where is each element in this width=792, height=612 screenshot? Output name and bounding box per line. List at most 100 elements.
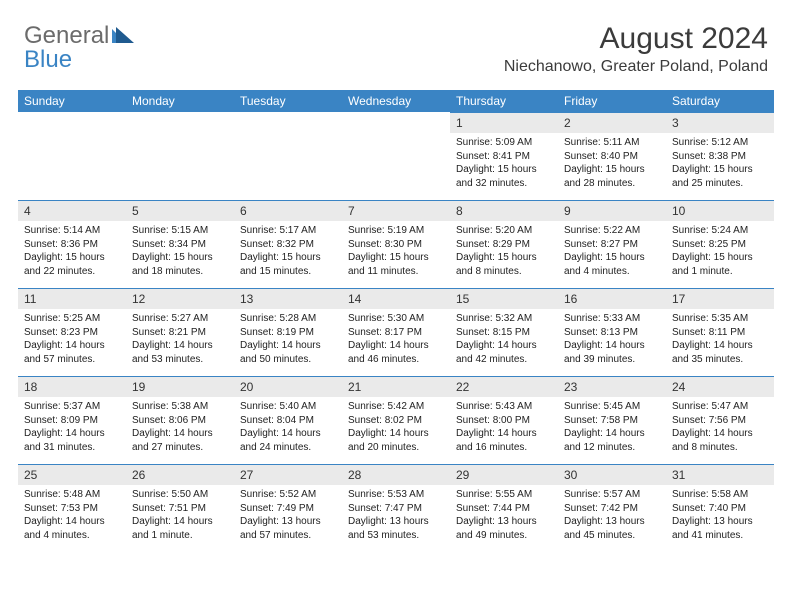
sunrise-text: Sunrise: 5:37 AM [24,400,120,414]
sunset-text: Sunset: 8:00 PM [456,414,552,428]
calendar-day-cell [234,112,342,200]
daylight-text: Daylight: 13 hours and 41 minutes. [672,515,768,542]
daylight-text: Daylight: 13 hours and 49 minutes. [456,515,552,542]
location-subtitle: Niechanowo, Greater Poland, Poland [504,58,768,76]
day-number: 21 [342,376,450,397]
sunset-text: Sunset: 8:17 PM [348,326,444,340]
day-number: 31 [666,464,774,485]
sunrise-text: Sunrise: 5:43 AM [456,400,552,414]
calendar-day-cell: 9Sunrise: 5:22 AMSunset: 8:27 PMDaylight… [558,200,666,288]
day-number: 4 [18,200,126,221]
day-details: Sunrise: 5:40 AMSunset: 8:04 PMDaylight:… [234,397,342,458]
sunset-text: Sunset: 8:36 PM [24,238,120,252]
sunset-text: Sunset: 7:58 PM [564,414,660,428]
sunset-text: Sunset: 7:49 PM [240,502,336,516]
sunrise-text: Sunrise: 5:40 AM [240,400,336,414]
day-details: Sunrise: 5:37 AMSunset: 8:09 PMDaylight:… [18,397,126,458]
daylight-text: Daylight: 15 hours and 25 minutes. [672,163,768,190]
day-details: Sunrise: 5:11 AMSunset: 8:40 PMDaylight:… [558,133,666,194]
day-number: 18 [18,376,126,397]
sunset-text: Sunset: 8:38 PM [672,150,768,164]
calendar-day-cell: 1Sunrise: 5:09 AMSunset: 8:41 PMDaylight… [450,112,558,200]
sunset-text: Sunset: 7:56 PM [672,414,768,428]
sunrise-text: Sunrise: 5:50 AM [132,488,228,502]
sunset-text: Sunset: 8:34 PM [132,238,228,252]
calendar-day-cell: 7Sunrise: 5:19 AMSunset: 8:30 PMDaylight… [342,200,450,288]
calendar-day-cell: 28Sunrise: 5:53 AMSunset: 7:47 PMDayligh… [342,464,450,552]
day-details: Sunrise: 5:33 AMSunset: 8:13 PMDaylight:… [558,309,666,370]
day-details: Sunrise: 5:17 AMSunset: 8:32 PMDaylight:… [234,221,342,282]
calendar-day-cell: 11Sunrise: 5:25 AMSunset: 8:23 PMDayligh… [18,288,126,376]
sunset-text: Sunset: 8:32 PM [240,238,336,252]
day-number: 19 [126,376,234,397]
sunrise-text: Sunrise: 5:14 AM [24,224,120,238]
weekday-header: Thursday [450,90,558,112]
daylight-text: Daylight: 15 hours and 22 minutes. [24,251,120,278]
sunset-text: Sunset: 7:40 PM [672,502,768,516]
sunset-text: Sunset: 8:40 PM [564,150,660,164]
calendar-day-cell: 30Sunrise: 5:57 AMSunset: 7:42 PMDayligh… [558,464,666,552]
calendar-day-cell: 24Sunrise: 5:47 AMSunset: 7:56 PMDayligh… [666,376,774,464]
daylight-text: Daylight: 14 hours and 50 minutes. [240,339,336,366]
weekday-header: Wednesday [342,90,450,112]
sunrise-text: Sunrise: 5:53 AM [348,488,444,502]
page-header: General August 2024 Niechanowo, Greater … [0,0,792,82]
day-number: 6 [234,200,342,221]
sunset-text: Sunset: 8:29 PM [456,238,552,252]
calendar-day-cell: 25Sunrise: 5:48 AMSunset: 7:53 PMDayligh… [18,464,126,552]
day-details: Sunrise: 5:24 AMSunset: 8:25 PMDaylight:… [666,221,774,282]
sunset-text: Sunset: 8:23 PM [24,326,120,340]
sunrise-text: Sunrise: 5:33 AM [564,312,660,326]
daylight-text: Daylight: 14 hours and 27 minutes. [132,427,228,454]
day-number: 10 [666,200,774,221]
daylight-text: Daylight: 14 hours and 12 minutes. [564,427,660,454]
sunrise-text: Sunrise: 5:09 AM [456,136,552,150]
daylight-text: Daylight: 13 hours and 57 minutes. [240,515,336,542]
day-number: 2 [558,112,666,133]
calendar-day-cell [126,112,234,200]
daylight-text: Daylight: 14 hours and 46 minutes. [348,339,444,366]
day-details: Sunrise: 5:52 AMSunset: 7:49 PMDaylight:… [234,485,342,546]
day-details: Sunrise: 5:55 AMSunset: 7:44 PMDaylight:… [450,485,558,546]
day-details: Sunrise: 5:30 AMSunset: 8:17 PMDaylight:… [342,309,450,370]
day-details: Sunrise: 5:35 AMSunset: 8:11 PMDaylight:… [666,309,774,370]
day-number: 24 [666,376,774,397]
sunset-text: Sunset: 8:25 PM [672,238,768,252]
day-details: Sunrise: 5:42 AMSunset: 8:02 PMDaylight:… [342,397,450,458]
sunset-text: Sunset: 7:51 PM [132,502,228,516]
sunrise-text: Sunrise: 5:20 AM [456,224,552,238]
weekday-header: Saturday [666,90,774,112]
sunrise-text: Sunrise: 5:28 AM [240,312,336,326]
calendar-day-cell: 26Sunrise: 5:50 AMSunset: 7:51 PMDayligh… [126,464,234,552]
daylight-text: Daylight: 14 hours and 8 minutes. [672,427,768,454]
daylight-text: Daylight: 15 hours and 32 minutes. [456,163,552,190]
calendar-day-cell: 14Sunrise: 5:30 AMSunset: 8:17 PMDayligh… [342,288,450,376]
calendar-table: SundayMondayTuesdayWednesdayThursdayFrid… [18,90,774,552]
sunrise-text: Sunrise: 5:11 AM [564,136,660,150]
calendar-day-cell: 10Sunrise: 5:24 AMSunset: 8:25 PMDayligh… [666,200,774,288]
day-details: Sunrise: 5:15 AMSunset: 8:34 PMDaylight:… [126,221,234,282]
calendar-week-row: 25Sunrise: 5:48 AMSunset: 7:53 PMDayligh… [18,464,774,552]
calendar-day-cell: 27Sunrise: 5:52 AMSunset: 7:49 PMDayligh… [234,464,342,552]
calendar-week-row: 1Sunrise: 5:09 AMSunset: 8:41 PMDaylight… [18,112,774,200]
day-number: 13 [234,288,342,309]
sunrise-text: Sunrise: 5:30 AM [348,312,444,326]
day-details: Sunrise: 5:22 AMSunset: 8:27 PMDaylight:… [558,221,666,282]
sunset-text: Sunset: 7:53 PM [24,502,120,516]
day-details: Sunrise: 5:48 AMSunset: 7:53 PMDaylight:… [18,485,126,546]
calendar-day-cell: 3Sunrise: 5:12 AMSunset: 8:38 PMDaylight… [666,112,774,200]
daylight-text: Daylight: 15 hours and 4 minutes. [564,251,660,278]
daylight-text: Daylight: 13 hours and 45 minutes. [564,515,660,542]
calendar-day-cell: 19Sunrise: 5:38 AMSunset: 8:06 PMDayligh… [126,376,234,464]
sunrise-text: Sunrise: 5:38 AM [132,400,228,414]
sunrise-text: Sunrise: 5:52 AM [240,488,336,502]
calendar-day-cell: 2Sunrise: 5:11 AMSunset: 8:40 PMDaylight… [558,112,666,200]
calendar-day-cell: 29Sunrise: 5:55 AMSunset: 7:44 PMDayligh… [450,464,558,552]
calendar-day-cell: 15Sunrise: 5:32 AMSunset: 8:15 PMDayligh… [450,288,558,376]
day-details: Sunrise: 5:32 AMSunset: 8:15 PMDaylight:… [450,309,558,370]
sunrise-text: Sunrise: 5:24 AM [672,224,768,238]
calendar-day-cell: 5Sunrise: 5:15 AMSunset: 8:34 PMDaylight… [126,200,234,288]
daylight-text: Daylight: 14 hours and 39 minutes. [564,339,660,366]
day-details: Sunrise: 5:57 AMSunset: 7:42 PMDaylight:… [558,485,666,546]
daylight-text: Daylight: 14 hours and 16 minutes. [456,427,552,454]
